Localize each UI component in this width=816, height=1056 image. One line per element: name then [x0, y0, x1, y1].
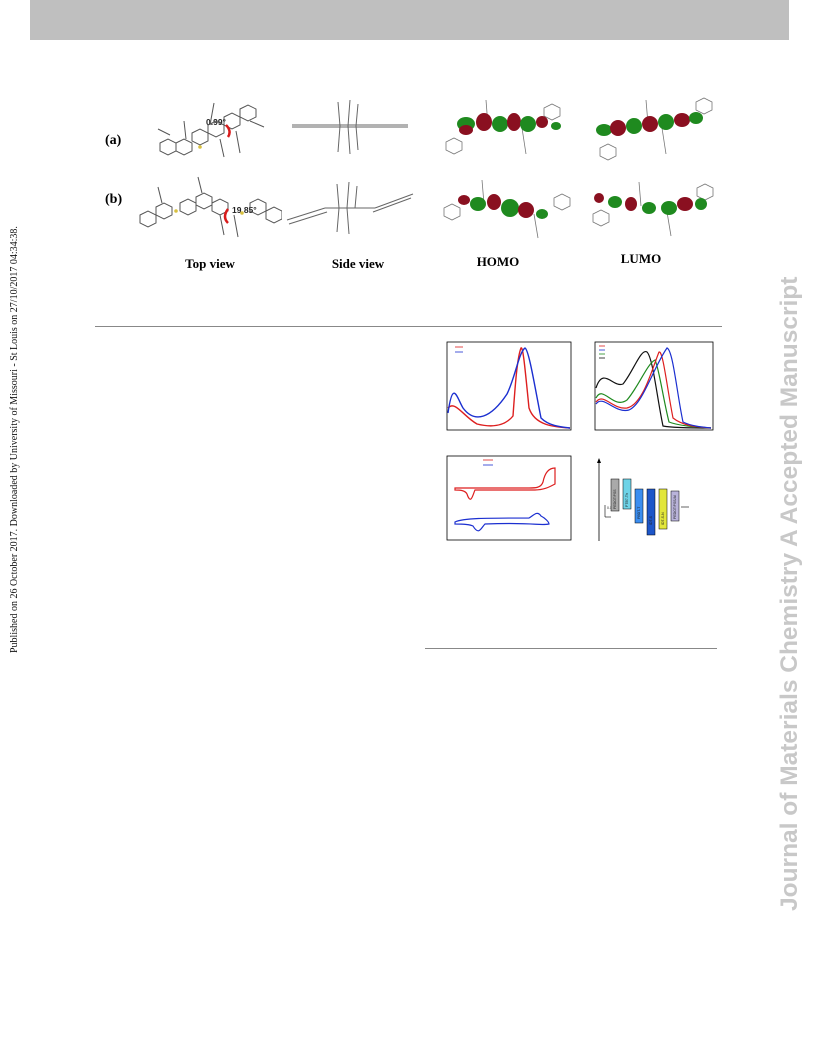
dihedral-angle-b: 19.85° [232, 205, 257, 215]
section-divider [95, 326, 722, 327]
absorption-spectra-solution-plot [446, 341, 572, 431]
lumo-orbital-a [596, 97, 713, 161]
energy-bar-label-1: PEDOT:PSS [613, 489, 617, 509]
column-label-lumo: LUMO [620, 251, 662, 266]
publication-note: Published on 26 October 2017. Downloaded… [9, 226, 20, 653]
energy-bar-label-3: PBDT-T [637, 506, 641, 519]
column-label-top-view: Top view [185, 256, 235, 271]
lumo-orbital-b [592, 181, 714, 237]
journal-watermark: Journal of Materials Chemistry A Accepte… [776, 276, 803, 911]
energy-bar-pedot-al [670, 490, 680, 522]
row-label-b: (b) [105, 192, 123, 207]
energy-bar-label-2: PTB7-Th [625, 493, 629, 507]
header-bar [30, 0, 789, 40]
molecule-side-view-b [286, 181, 414, 235]
dihedral-angle-a: 0.99° [206, 117, 226, 127]
column-label-side-view: Side view [331, 256, 385, 271]
energy-bar-ptb7th [622, 478, 632, 510]
absorption-spectra-film-plot [594, 341, 714, 431]
homo-orbital-b [443, 179, 571, 239]
energy-scale-label: 0.10 [607, 506, 614, 510]
energy-bar-idtsn [658, 488, 668, 530]
energy-bar-label-6: PEDOT:PSS/Al [673, 495, 677, 519]
molecule-top-view-a [157, 102, 265, 158]
molecule-top-view-b [139, 176, 282, 238]
row-label-a: (a) [105, 133, 122, 148]
energy-bar-label-5: IDT-S-N [661, 512, 665, 525]
energy-bar-pbdtt [634, 488, 644, 524]
energy-bar-idts [646, 488, 656, 536]
panel-divider [425, 648, 717, 649]
energy-bar-label-4: IDT-S [649, 515, 653, 525]
homo-orbital-a [445, 99, 561, 155]
column-label-homo: HOMO [476, 254, 520, 269]
molecule-side-view-a [292, 99, 408, 155]
cyclic-voltammetry-plot [446, 455, 572, 541]
energy-bar-pedot [610, 478, 620, 512]
energy-level-diagram: 0.10 PEDOT:PSS PTB7-Th PBDT-T IDT-S IDT-… [597, 458, 689, 541]
